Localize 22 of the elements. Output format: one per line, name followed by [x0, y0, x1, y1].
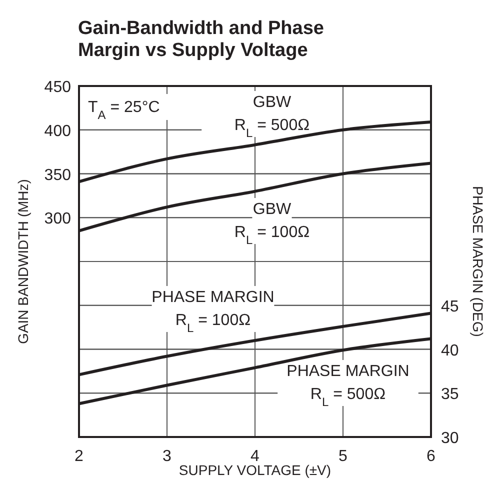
x-tick-label: 2 — [74, 448, 84, 465]
y2-axis-title: PHASE MARGIN (DEG) — [470, 186, 486, 337]
y-tick-label: 450 — [44, 79, 72, 96]
x-tick-label: 4 — [250, 448, 260, 465]
y2-tick-label: 35 — [441, 386, 459, 404]
y-tick-label: 400 — [44, 122, 72, 140]
y-axis-title: GAIN BANDWIDTH (MHz) — [15, 179, 31, 344]
series-label: GBW R$_{L}$ = 500Ω — [234, 94, 310, 140]
x-tick-label: 3 — [162, 448, 172, 465]
series-label: PHASE MARGIN R$_{L}$ = 500Ω — [286, 363, 410, 409]
y2-tick-label: 45 — [441, 298, 459, 316]
annotation: T$_{A}$ = 25°C — [88, 99, 160, 122]
series-label: GBW R$_{L}$ = 100Ω — [234, 201, 310, 247]
y-tick-label: 300 — [44, 210, 72, 228]
x-tick-label: 6 — [426, 448, 436, 465]
x-axis-title: SUPPLY VOLTAGE (±V) — [178, 462, 332, 478]
y-tick-label: 350 — [44, 166, 72, 184]
y2-tick-label: 30 — [441, 430, 459, 447]
chart-title: Gain-Bandwidth and Phase Margin vs Supply Voltage — [78, 18, 324, 61]
x-tick-label: 5 — [338, 448, 348, 465]
y2-tick-label: 40 — [441, 342, 459, 360]
series-label: PHASE MARGIN R$_{L}$ = 100Ω — [152, 289, 274, 335]
